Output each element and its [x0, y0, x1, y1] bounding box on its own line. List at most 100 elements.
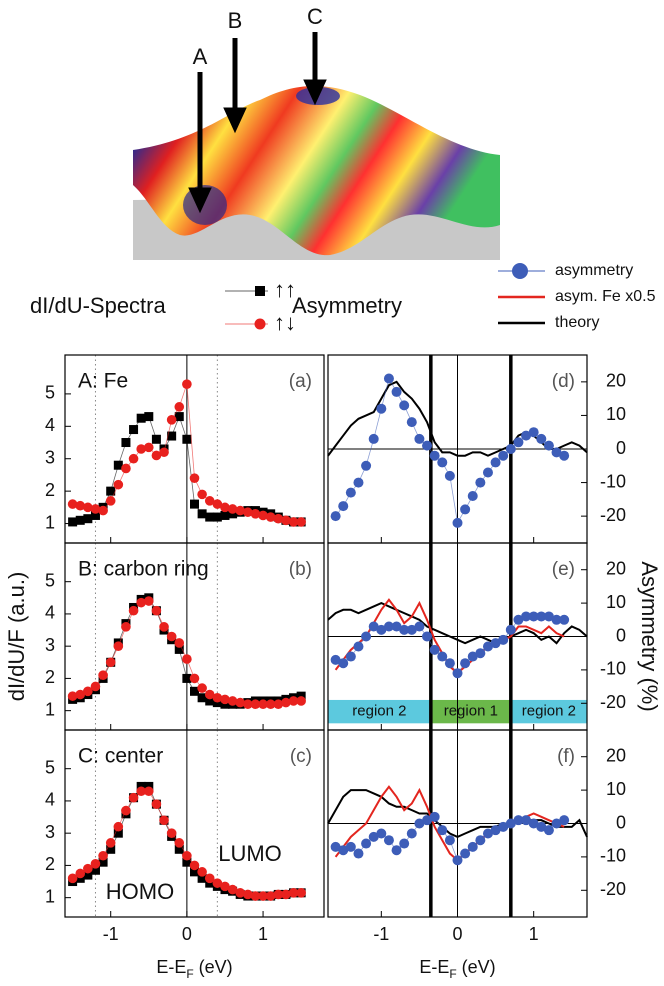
data-point [460, 658, 471, 669]
data-point [197, 873, 207, 883]
data-point [414, 818, 425, 829]
data-point [536, 433, 547, 444]
data-point [90, 510, 100, 520]
data-point [429, 811, 440, 822]
y-tick-label: 3 [45, 822, 55, 842]
data-point [460, 848, 471, 859]
data-point [83, 870, 93, 880]
data-point [197, 683, 207, 693]
data-point [265, 699, 276, 710]
data-point [265, 891, 276, 901]
x-axis-label: E-EF (eV) [419, 957, 495, 981]
legend-marker [254, 318, 266, 330]
data-point [429, 644, 440, 655]
data-point [197, 509, 207, 519]
data-point [167, 431, 177, 441]
data-point [182, 850, 192, 861]
data-point [258, 699, 268, 710]
legend-marker [512, 263, 528, 279]
data-point [212, 499, 223, 509]
x-axis-label-sub: F [449, 967, 456, 981]
data-point [136, 781, 146, 791]
data-point [143, 442, 154, 453]
legend-label: ↑↑ [274, 277, 296, 302]
data-point [235, 888, 246, 898]
arrow-label: B [228, 8, 243, 33]
y-tick-label: 2 [45, 667, 55, 687]
data-point [90, 504, 101, 514]
data-point [174, 412, 184, 422]
y-tick-label: 2 [45, 854, 55, 874]
data-point [467, 491, 478, 501]
data-point [383, 835, 394, 846]
data-point [368, 621, 379, 632]
data-point [166, 415, 177, 425]
data-point [498, 634, 509, 645]
data-point [551, 818, 562, 829]
data-point [288, 696, 299, 706]
data-point [90, 859, 101, 869]
legend-title: dI/dU-Spectra [30, 293, 166, 318]
data-point [528, 611, 539, 622]
data-point [220, 502, 230, 513]
data-point [204, 873, 215, 884]
data-point [68, 517, 78, 527]
data-point [353, 848, 364, 859]
data-point [444, 835, 455, 846]
column-header: Asymmetry [292, 293, 402, 318]
data-point [536, 821, 547, 832]
data-point [475, 477, 486, 488]
data-point [437, 651, 448, 662]
data-point [128, 792, 139, 803]
data-point [189, 860, 200, 871]
data-point [452, 668, 463, 679]
data-point [228, 509, 238, 519]
data-point [383, 621, 394, 632]
data-point [113, 641, 124, 651]
data-point [204, 496, 215, 506]
data-point [250, 509, 261, 519]
data-point [521, 611, 532, 622]
x-tick-label: 0 [182, 924, 192, 944]
data-point [75, 689, 86, 700]
data-point [250, 699, 261, 710]
data-point [330, 654, 341, 665]
data-point [227, 504, 238, 514]
data-point [414, 433, 425, 444]
data-point [159, 447, 169, 458]
data-point [83, 502, 93, 513]
data-point [505, 444, 516, 454]
y-tick-label: 1 [45, 886, 55, 906]
data-point [205, 512, 215, 522]
data-point [559, 614, 570, 625]
panel-tag: (f) [557, 746, 575, 767]
region [430, 699, 511, 724]
series-line [327, 789, 588, 838]
panel-tag: (b) [289, 559, 312, 580]
data-point [75, 500, 86, 511]
data-point [475, 835, 486, 846]
data-point [190, 499, 199, 509]
data-point [212, 698, 222, 708]
data-point [345, 651, 356, 662]
data-point [67, 499, 78, 509]
data-point [243, 699, 253, 710]
data-point [220, 510, 230, 520]
data-point [197, 489, 207, 500]
data-point [258, 891, 268, 901]
region [510, 699, 587, 724]
y-tick-label: 0 [616, 625, 626, 645]
data-point [212, 878, 223, 888]
data-point [67, 873, 78, 884]
data-point [265, 512, 276, 522]
panel: 20 10 0 -10 -20 (d) [327, 354, 626, 544]
data-point [243, 507, 253, 518]
data-point [281, 697, 291, 708]
legend-label: ↑↓ [274, 310, 296, 335]
legend-marker [255, 286, 265, 296]
data-point [296, 517, 306, 527]
data-point [143, 786, 154, 797]
data-point [437, 457, 448, 468]
data-point [166, 631, 177, 642]
